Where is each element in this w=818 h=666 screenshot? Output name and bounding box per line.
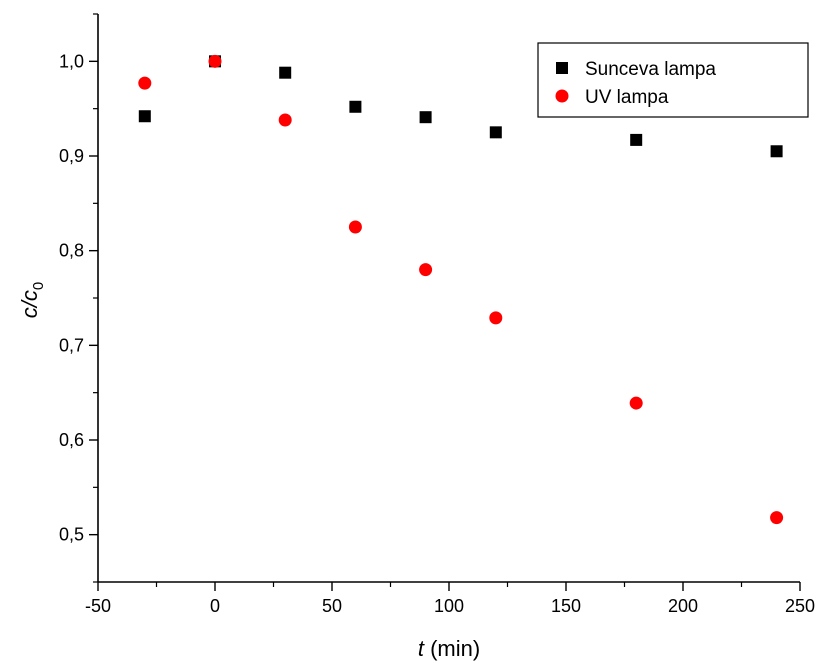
x-tick-label: 200 [668, 596, 698, 616]
x-axis-symbol: t [418, 636, 425, 661]
y-tick-label: 0,9 [59, 146, 84, 166]
x-tick-label: 0 [210, 596, 220, 616]
y-axis-symbol: c/c [17, 290, 42, 318]
legend-box [537, 42, 809, 118]
data-point-circle [770, 511, 784, 525]
y-tick-label: 1,0 [59, 51, 84, 71]
y-axis-subscript: 0 [30, 282, 47, 290]
y-axis-title: c/c0 [17, 282, 47, 318]
data-point-square [419, 111, 432, 124]
x-tick-label: 50 [322, 596, 342, 616]
x-tick-label: 150 [551, 596, 581, 616]
x-axis-title: t (min) [418, 636, 480, 661]
data-point-circle [348, 220, 362, 234]
data-point-circle [419, 263, 433, 277]
data-point-square [630, 133, 643, 146]
data-point-square [138, 110, 151, 123]
data-point-square [349, 100, 362, 113]
legend-marker-square [556, 62, 568, 74]
legend-label: UV lampa [585, 87, 669, 108]
x-tick-label: -50 [85, 596, 111, 616]
ticks: -50 0 50 100 150 200 250 0,5 0,6 0,7 0,8 0,9 1,0 [59, 13, 815, 616]
data-point-square [279, 66, 292, 79]
data-point-square [489, 126, 502, 139]
data-point-square [770, 145, 783, 158]
y-tick-label: 0,8 [59, 241, 84, 261]
data-point-circle [138, 76, 152, 90]
data-point-circle [278, 113, 292, 127]
data-point-circle [489, 311, 503, 325]
y-tick-label: 0,5 [59, 525, 84, 545]
legend-marker-circle [555, 89, 569, 103]
legend: Sunceva lampa UV lampa [537, 42, 809, 118]
y-tick-label: 0,7 [59, 335, 84, 355]
y-tick-label: 0,6 [59, 430, 84, 450]
data-point-circle [208, 54, 222, 68]
x-tick-label: 250 [785, 596, 815, 616]
x-axis-unit: (min) [424, 636, 480, 661]
x-tick-label: 100 [434, 596, 464, 616]
data-point-circle [629, 396, 643, 410]
legend-label: Sunceva lampa [585, 59, 716, 80]
data-points [138, 54, 784, 525]
